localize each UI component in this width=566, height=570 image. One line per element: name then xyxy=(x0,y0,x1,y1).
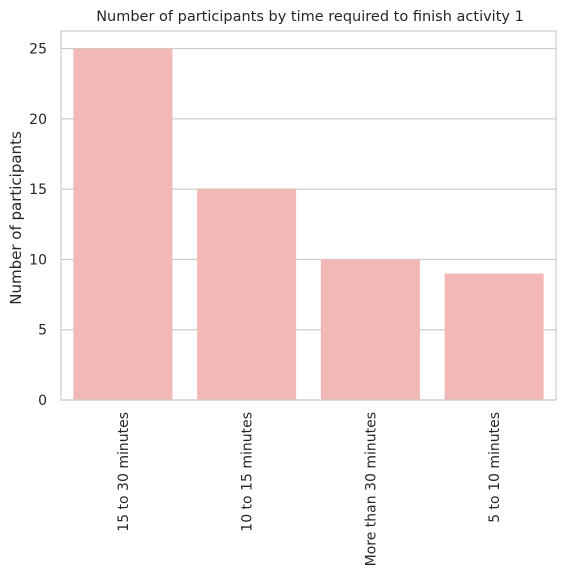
x-tick-labels: 15 to 30 minutes 10 to 15 minutes More tha… xyxy=(116,412,503,566)
bar xyxy=(320,259,420,400)
y-tick-label: 25 xyxy=(29,42,47,58)
bars xyxy=(73,48,544,400)
y-tick-label: 0 xyxy=(38,393,47,409)
x-tick-label: 5 to 10 minutes xyxy=(487,412,503,523)
x-tick-label: 15 to 30 minutes xyxy=(116,412,132,532)
bar xyxy=(73,48,173,400)
y-tick-labels: 0 5 10 15 20 25 xyxy=(29,42,47,409)
y-axis-label: Number of participants xyxy=(7,131,25,305)
y-tick-label: 20 xyxy=(29,112,47,128)
plot-border xyxy=(60,30,557,401)
y-tick-label: 10 xyxy=(29,252,47,268)
plot-frame xyxy=(60,30,557,401)
y-tick-label: 15 xyxy=(29,182,47,198)
bar xyxy=(197,189,297,400)
x-tick-label: 10 to 15 minutes xyxy=(240,412,256,532)
x-tick-label: More than 30 minutes xyxy=(363,412,379,566)
bar xyxy=(444,273,544,400)
chart-title: Number of participants by time required … xyxy=(96,9,524,25)
y-tick-label: 5 xyxy=(38,323,47,339)
